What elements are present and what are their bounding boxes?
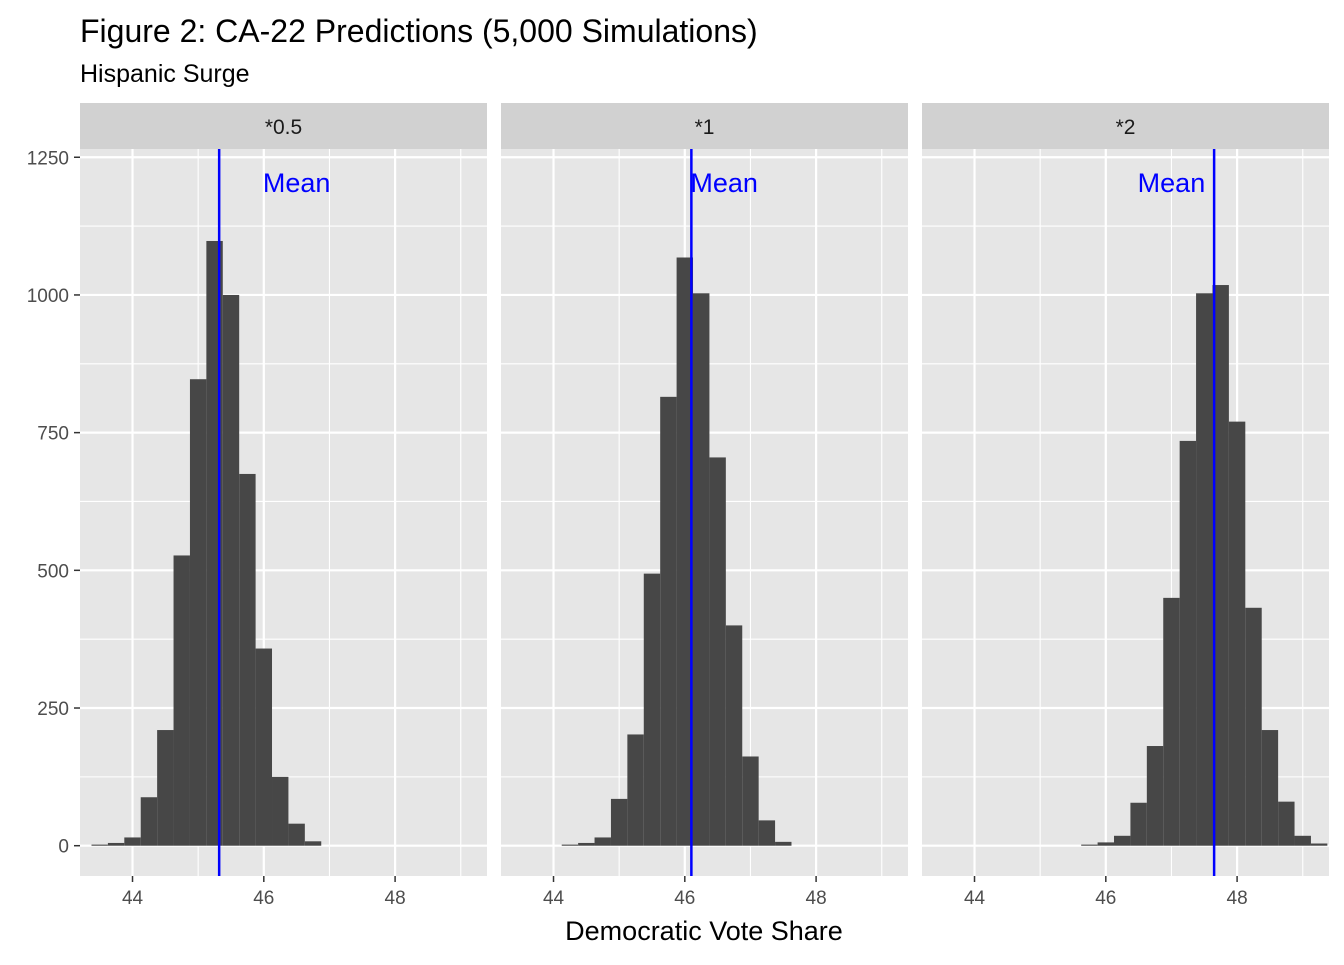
- histogram-bar: [255, 648, 273, 846]
- histogram-bar: [676, 257, 694, 846]
- histogram-bar: [1114, 835, 1131, 846]
- facet-panels: *0.5 Mean 44 46 48 *1 Mean 44 46 48 *2 Mean 44 46 48: [80, 103, 1329, 909]
- facet-label: *1: [695, 116, 715, 139]
- histogram-bar: [1179, 440, 1197, 846]
- chart-title: Figure 2: CA-22 Predictions (5,000 Simul…: [80, 13, 758, 49]
- histogram-bar: [627, 734, 644, 846]
- y-tick-label: 750: [37, 424, 69, 445]
- y-tick-label: 250: [37, 699, 69, 720]
- histogram-bar: [304, 841, 322, 846]
- histogram-bar: [725, 625, 743, 846]
- histogram-bar: [1081, 844, 1098, 846]
- histogram-bar: [288, 823, 305, 846]
- x-tick-label: 48: [806, 888, 827, 909]
- x-tick-label: 48: [385, 888, 406, 909]
- x-tick-label: 44: [543, 888, 565, 909]
- histogram-bar: [1212, 285, 1229, 846]
- y-tick-label: 1250: [27, 148, 69, 169]
- x-tick-label: 46: [674, 888, 695, 909]
- x-tick-label: 48: [1227, 888, 1248, 909]
- histogram-bar: [775, 841, 792, 846]
- histogram-bar: [1310, 843, 1328, 846]
- facet-panel: *1 Mean 44 46 48: [501, 103, 908, 909]
- facet-strip: [80, 103, 487, 149]
- histogram-bar: [239, 473, 256, 846]
- histogram-bar: [1097, 842, 1115, 846]
- histogram-bar: [124, 837, 141, 846]
- y-tick-label: 0: [58, 837, 69, 858]
- histogram-bar: [1261, 730, 1279, 846]
- histogram-bar: [610, 798, 628, 846]
- mean-annotation: Mean: [690, 168, 758, 198]
- facet-panel: *2 Mean 44 46 48: [922, 103, 1329, 909]
- chart-subtitle: Hispanic Surge: [80, 60, 250, 88]
- histogram-bar: [1146, 746, 1164, 846]
- x-tick-label: 46: [1095, 888, 1116, 909]
- histogram-bar: [1196, 293, 1213, 846]
- histogram-bar: [693, 293, 710, 846]
- histogram-bar: [140, 797, 158, 846]
- y-tick-label: 1000: [27, 286, 69, 307]
- histogram-bar: [758, 820, 776, 846]
- x-tick-label: 44: [122, 888, 144, 909]
- mean-annotation: Mean: [263, 168, 331, 198]
- histogram-bar: [709, 457, 726, 846]
- x-tick-label: 46: [253, 888, 274, 909]
- facet-strip: [501, 103, 908, 149]
- histogram-bar: [272, 776, 289, 846]
- histogram-bar: [1130, 802, 1147, 846]
- histogram-bar: [91, 844, 108, 846]
- facet-strip: [922, 103, 1329, 149]
- mean-annotation: Mean: [1138, 168, 1206, 198]
- facet-label: *0.5: [265, 116, 302, 139]
- histogram-bar: [742, 756, 759, 846]
- panel-background: [80, 149, 487, 876]
- histogram-bar: [189, 379, 207, 846]
- histogram-bar: [578, 842, 595, 846]
- histogram-bar: [1228, 421, 1246, 846]
- histogram-bar: [660, 396, 677, 846]
- histogram-bar: [594, 837, 611, 846]
- histogram-bar: [1278, 801, 1295, 846]
- histogram-bar: [173, 555, 190, 846]
- histogram-bar: [157, 730, 174, 846]
- histogram-bar: [1245, 607, 1262, 846]
- histogram-bar: [1163, 597, 1180, 846]
- histogram-bar: [643, 573, 661, 846]
- histogram-bar: [107, 842, 125, 846]
- x-axis-title: Democratic Vote Share: [565, 916, 843, 946]
- facet-panel: *0.5 Mean 44 46 48: [80, 103, 487, 909]
- facet-label: *2: [1116, 116, 1136, 139]
- y-axis: 0 250 500 750 1000 1250: [27, 148, 80, 858]
- histogram-bar: [561, 844, 579, 846]
- histogram-bar: [1294, 835, 1311, 846]
- x-tick-label: 44: [964, 888, 986, 909]
- histogram-bar: [222, 294, 240, 846]
- y-tick-label: 500: [37, 561, 69, 582]
